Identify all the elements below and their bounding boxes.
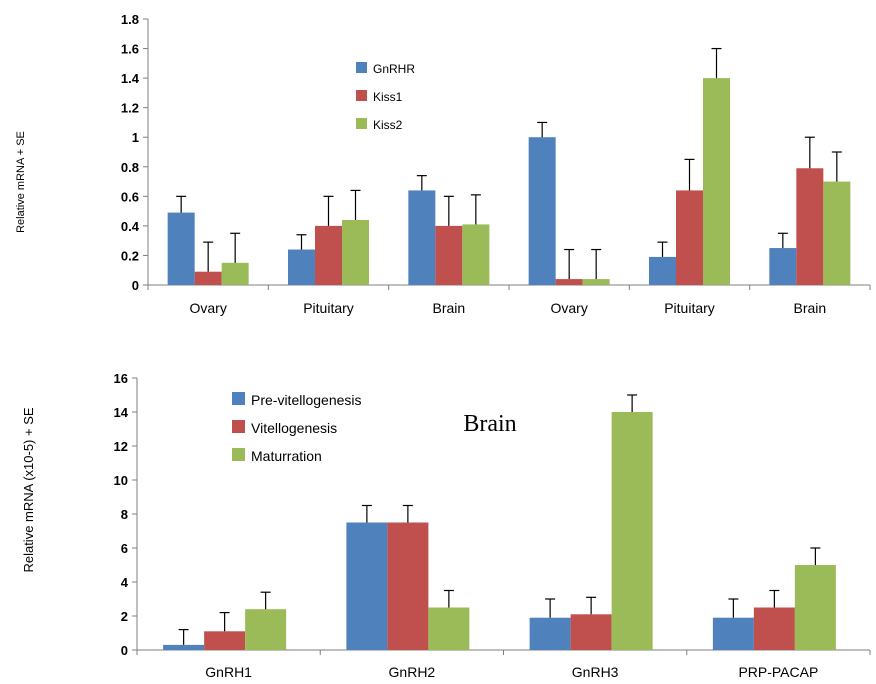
legend-label: Kiss2 [373,118,403,132]
x-category-label: Ovary [189,300,226,316]
bar-kiss2 [703,78,730,285]
bar-gnrhr [167,212,195,285]
y-axis-title: Relative mRNA + SE [15,131,27,233]
bar-maturration [611,412,653,650]
x-category-label: Brain [793,300,826,316]
bar-pre-vitellogenesis [529,617,571,650]
bar-gnrhr [408,190,436,285]
y-tick-label: 8 [121,507,128,522]
bar-kiss2 [221,262,249,285]
legend-label: Maturration [251,448,322,464]
bar-maturration [428,607,470,650]
y-tick-label: 2 [121,609,128,624]
y-tick-label: 10 [114,473,128,488]
chart-bottom-brain-gnrh: 0 2 4 6 8 10 12 14 16 GnRH1 GnRH2 GnRH3 PRP-PACAP Rel… [21,371,871,680]
y-tick-label: 1.2 [121,101,139,116]
bar-vitellogenesis [387,522,429,650]
legend-swatch [356,90,367,101]
y-axis-title: Relative mRNA (x10-5) + SE [21,407,36,572]
y-tick-label: 0.2 [121,248,139,263]
y-tick-label: 1 [132,130,139,145]
y-tick-label: 1.6 [121,42,139,57]
y-tick-label: 0.8 [121,160,139,175]
bar-kiss2 [462,224,490,285]
legend-swatch [356,118,367,129]
y-tick-label: 1.8 [121,12,139,27]
chart-annotation: Brain [463,411,516,437]
x-category-label: GnRH2 [389,664,436,680]
y-tick-label: 0 [132,278,139,293]
x-category-label: Brain [432,300,465,316]
bar-maturration [245,609,287,650]
bar-pre-vitellogenesis [163,644,205,650]
y-tick-label: 6 [121,541,128,556]
bar-maturration [794,565,836,650]
bar-gnrhr [528,137,556,285]
bar-kiss1 [194,271,222,285]
legend-label: Vitellogenesis [251,420,337,436]
x-category-label: Pituitary [303,300,354,316]
chart-top-mrna: 0 0.2 0.4 0.6 0.8 1 1.2 1.4 1.6 1.8 Ovary Pituitary… [15,12,871,316]
y-tick-label: 0 [121,643,128,658]
y-tick-label: 12 [114,439,128,454]
legend-label: GnRHR [373,62,415,76]
x-category-label: PRP-PACAP [738,664,818,680]
legend-label: Kiss1 [373,90,403,104]
bar-kiss1 [676,190,703,285]
bar-vitellogenesis [204,631,246,650]
bar-gnrhr [649,256,676,285]
bar-kiss1 [435,225,463,285]
y-tick-label: 0.6 [121,189,139,204]
y-tick-label: 1.4 [121,71,140,86]
legend-swatch [232,420,245,433]
legend-swatch [356,62,367,73]
bar-kiss2 [823,181,851,285]
y-tick-label: 16 [114,371,128,386]
bar-kiss2 [582,279,610,285]
bar-vitellogenesis [570,614,612,650]
bar-kiss1 [555,279,583,285]
y-tick-label: 0.4 [121,219,140,234]
x-category-label: Pituitary [664,300,715,316]
bar-kiss1 [315,225,342,285]
bar-gnrhr [769,248,797,285]
bar-gnrhr [288,249,315,285]
legend-swatch [232,448,245,461]
x-category-label: GnRH1 [205,664,252,680]
x-category-label: GnRH3 [572,664,619,680]
x-category-label: Ovary [550,300,587,316]
bar-pre-vitellogenesis [712,617,754,650]
y-tick-label: 4 [121,575,129,590]
y-tick-label: 14 [114,405,129,420]
legend-label: Pre-vitellogenesis [251,392,362,408]
legend-swatch [232,392,245,405]
bar-kiss1 [796,168,824,285]
bar-pre-vitellogenesis [346,522,388,650]
bar-vitellogenesis [753,607,795,650]
bar-kiss2 [342,219,369,285]
